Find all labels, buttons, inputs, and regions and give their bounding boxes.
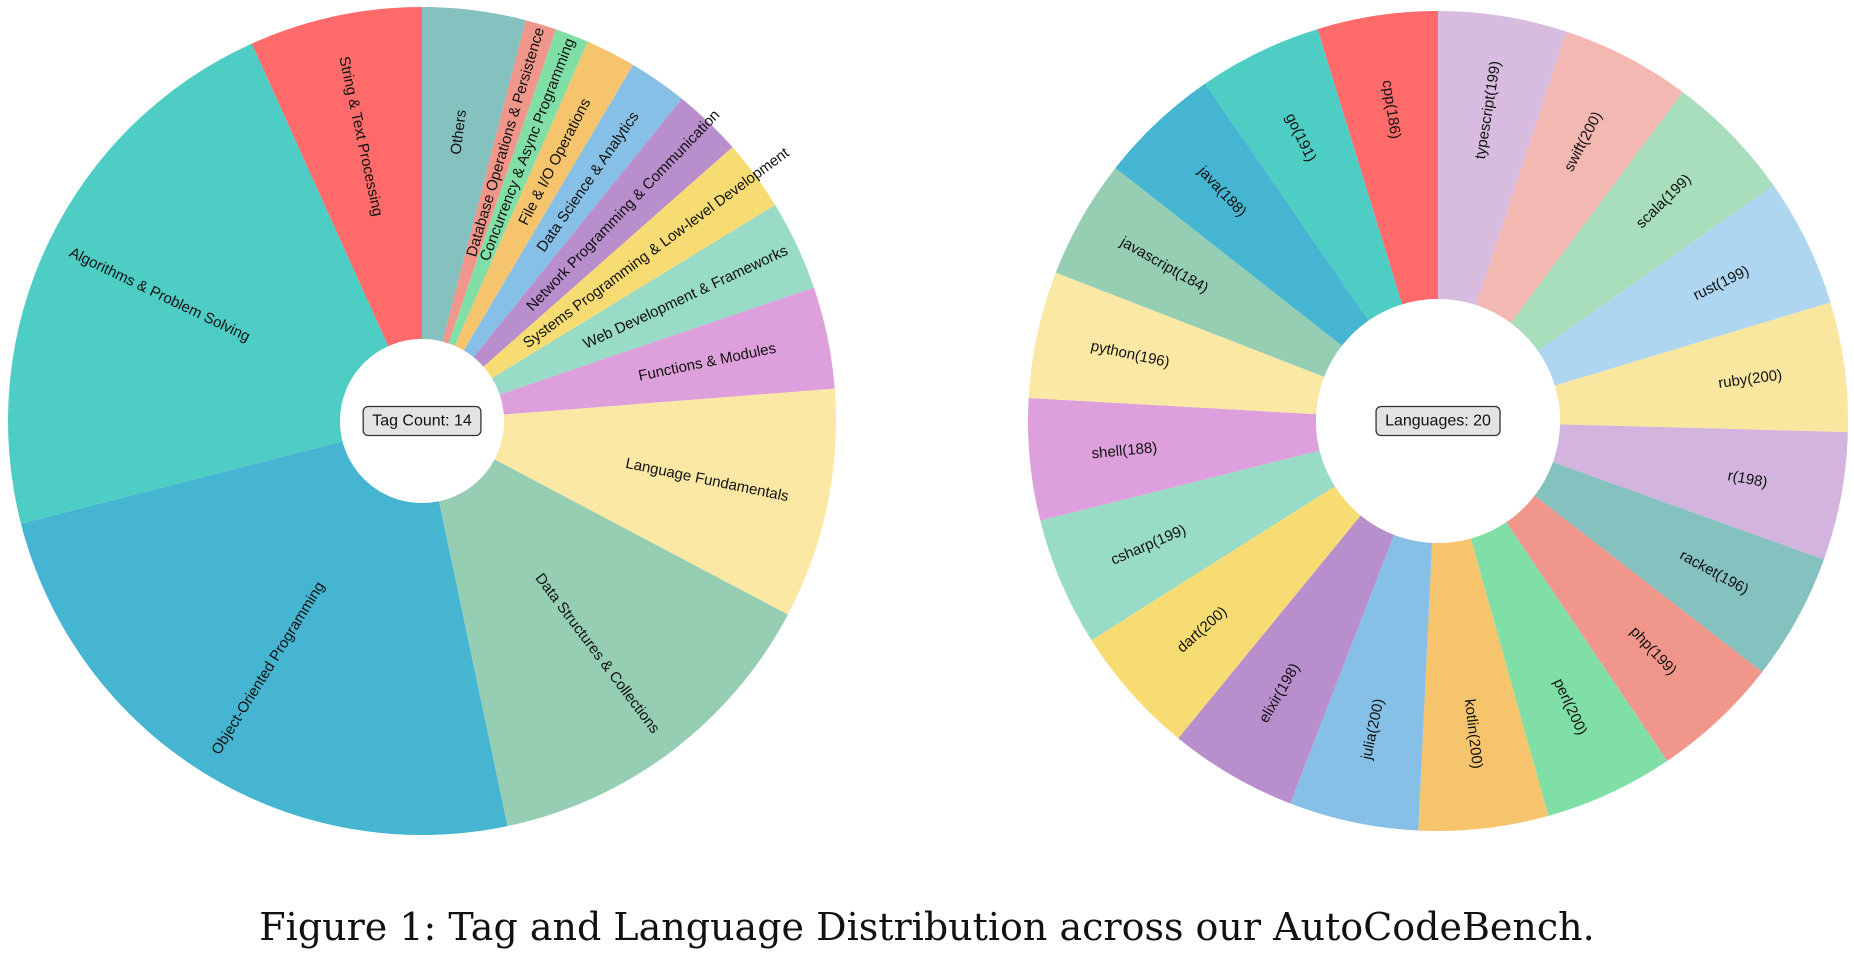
language-slice-kotlin-200 (1418, 538, 1549, 831)
tag-slice-file-i-o-operations (454, 41, 634, 351)
language-slice-racket-196 (1534, 462, 1824, 672)
tag-slice-network-programming-communication (473, 98, 733, 367)
language-slice-label: shell(188) (1091, 439, 1158, 462)
tag-center-label-box (362, 405, 482, 437)
tag-slice-others (422, 7, 526, 342)
tag-slice-string-text-processing (251, 7, 422, 347)
language-slice-swift-200 (1476, 31, 1683, 324)
tag-slice-algorithms-problem-solving (7, 43, 389, 524)
language-slice-elixir-198 (1178, 515, 1395, 804)
language-slice-java-188 (1115, 83, 1369, 346)
language-distribution-donut: typescript(199) swift(200)scala(199)rust(… (1028, 11, 1848, 831)
language-slice-go-191 (1205, 29, 1403, 321)
tag-slice-language-fundamentals (494, 388, 836, 615)
tag-slice-object-oriented-programming (20, 441, 508, 835)
tag-slice-database-operations-persistence (442, 20, 556, 344)
tag-slice-functions-modules (499, 287, 835, 415)
language-slice-scala-199 (1510, 92, 1774, 351)
language-slice-cpp-186 (1317, 11, 1438, 305)
language-slice-csharp-199 (1040, 450, 1335, 641)
figure-caption: Figure 1: Tag and Language Distribution … (259, 905, 1595, 949)
tag-slice-systems-programming-low-level-development (483, 147, 776, 379)
language-slice-julia-200 (1290, 534, 1433, 831)
tag-slice-data-structures-collections (438, 459, 788, 827)
tag-slice-label: Others (448, 109, 471, 156)
tag-slice-data-science-analytics (463, 64, 682, 358)
language-slice-javascript-184 (1055, 167, 1343, 377)
language-slice-typescript-199 (1438, 11, 1567, 306)
language-slice-rust-199 (1537, 185, 1831, 386)
language-slice-r-198 (1552, 424, 1848, 560)
tag-slice-concurrency-async-programming (448, 29, 588, 346)
language-slice-perl-200 (1470, 522, 1668, 816)
language-slice-shell-188 (1028, 398, 1320, 521)
language-center-label-box (1375, 405, 1501, 437)
language-slice-php-199 (1506, 495, 1763, 761)
language-center-label: Languages: 20 (1385, 413, 1491, 430)
language-slice-dart-200 (1091, 486, 1361, 739)
tag-slice-web-development-frameworks (491, 204, 814, 395)
language-slice-python-196 (1028, 272, 1325, 415)
tag-center-label: Tag Count: 14 (372, 413, 472, 430)
language-slice-ruby-200 (1554, 302, 1848, 433)
